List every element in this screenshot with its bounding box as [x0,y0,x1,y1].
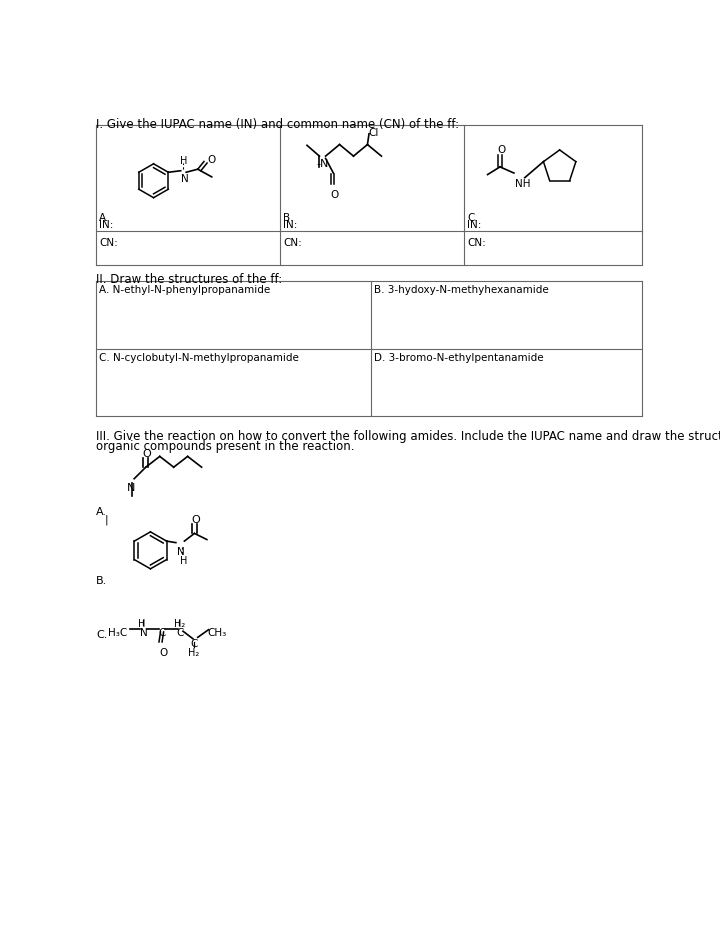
Text: O: O [192,515,200,524]
Text: B.: B. [96,576,107,585]
Text: I. Give the IUPAC name (IN) and common name (CN) of the ff:: I. Give the IUPAC name (IN) and common n… [96,118,459,131]
Text: C.: C. [467,212,478,223]
Text: III. Give the reaction on how to convert the following amides. Include the IUPAC: III. Give the reaction on how to convert… [96,430,720,442]
Text: B. 3-hydoxy-N-methyhexanamide: B. 3-hydoxy-N-methyhexanamide [374,285,549,295]
Text: B.: B. [283,212,294,223]
Text: O: O [159,648,167,658]
Text: C. N-cyclobutyl-N-methylpropanamide: C. N-cyclobutyl-N-methylpropanamide [99,352,300,362]
Text: H: H [180,555,187,565]
Text: organic compounds present in the reaction.: organic compounds present in the reactio… [96,439,355,452]
Text: H: H [138,619,145,628]
Text: CN:: CN: [467,238,486,248]
Text: O: O [207,154,215,165]
Text: Cl: Cl [368,127,379,138]
Text: IN:: IN: [99,220,114,230]
Text: NH: NH [516,179,531,189]
Text: N: N [140,628,148,637]
Text: C.: C. [96,629,107,639]
Text: CN:: CN: [99,238,118,248]
Text: N: N [181,174,189,183]
Text: IN:: IN: [467,220,482,230]
Text: O: O [497,145,505,154]
Text: -N: -N [316,159,328,169]
Text: H: H [180,155,187,166]
Text: H₂: H₂ [174,619,186,628]
Text: C: C [191,638,198,649]
Text: |: | [104,514,108,524]
Text: II. Draw the structures of the ff:: II. Draw the structures of the ff: [96,272,282,285]
Text: CN:: CN: [283,238,302,248]
Text: C: C [158,628,166,637]
Text: O: O [330,190,338,200]
Text: A.: A. [99,212,109,223]
Text: A.: A. [96,506,107,516]
Text: O: O [143,448,151,459]
Text: N: N [127,482,135,492]
Text: CH₃: CH₃ [208,628,227,637]
Text: H₃C: H₃C [108,628,127,637]
Text: N: N [177,546,185,556]
Text: C: C [177,628,184,637]
Text: D. 3-bromo-N-ethylpentanamide: D. 3-bromo-N-ethylpentanamide [374,352,544,362]
Text: IN:: IN: [283,220,297,230]
Text: A. N-ethyl-N-phenylpropanamide: A. N-ethyl-N-phenylpropanamide [99,285,271,295]
Text: H₂: H₂ [189,647,199,657]
